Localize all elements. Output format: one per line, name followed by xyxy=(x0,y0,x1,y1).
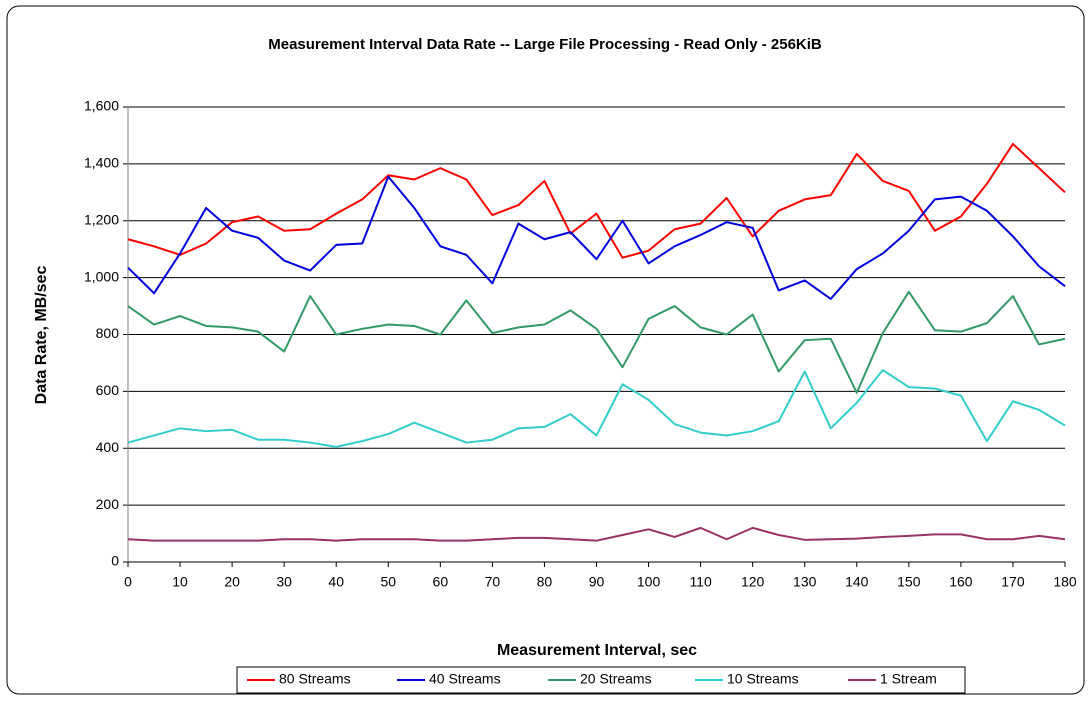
x-tick-label: 60 xyxy=(433,574,449,590)
y-tick-label: 600 xyxy=(96,382,120,398)
x-tick-label: 80 xyxy=(537,574,553,590)
series-line xyxy=(127,175,1066,300)
x-tick-label: 0 xyxy=(124,574,132,590)
x-tick-label: 20 xyxy=(224,574,240,590)
x-tick-label: 40 xyxy=(328,574,344,590)
x-tick-label: 160 xyxy=(949,574,973,590)
x-tick-label: 150 xyxy=(897,574,921,590)
x-tick-label: 120 xyxy=(741,574,765,590)
x-tick-label: 70 xyxy=(485,574,501,590)
series-line xyxy=(127,369,1066,448)
y-tick-label: 1,000 xyxy=(84,268,119,284)
legend-label: 80 Streams xyxy=(279,671,351,687)
x-tick-label: 180 xyxy=(1053,574,1077,590)
x-axis-label: Measurement Interval, sec xyxy=(497,642,697,659)
y-tick-label: 1,600 xyxy=(84,98,119,114)
series-line xyxy=(127,526,1066,542)
y-tick-label: 1,200 xyxy=(84,211,119,227)
x-tick-label: 30 xyxy=(276,574,292,590)
x-tick-label: 110 xyxy=(689,574,712,590)
y-tick-label: 200 xyxy=(96,496,120,512)
x-tick-label: 90 xyxy=(589,574,605,590)
legend-label: 20 Streams xyxy=(580,671,652,687)
legend xyxy=(236,666,966,694)
y-axis-label: Data Rate, MB/sec xyxy=(33,266,50,405)
y-tick-label: 1,400 xyxy=(84,155,119,171)
chart-frame xyxy=(6,5,1085,695)
series-line xyxy=(127,290,1066,394)
chart-title: Measurement Interval Data Rate -- Large … xyxy=(268,36,822,53)
x-tick-label: 130 xyxy=(793,574,817,590)
legend-label: 1 Stream xyxy=(880,671,937,687)
x-tick-label: 50 xyxy=(380,574,396,590)
x-tick-label: 140 xyxy=(845,574,869,590)
legend-label: 10 Streams xyxy=(727,671,799,687)
x-tick-label: 100 xyxy=(637,574,661,590)
x-tick-label: 10 xyxy=(172,574,188,590)
legend-label: 40 Streams xyxy=(429,671,501,687)
y-tick-label: 400 xyxy=(96,439,120,455)
x-tick-label: 170 xyxy=(1001,574,1025,590)
y-tick-label: 800 xyxy=(96,325,120,341)
series-line xyxy=(127,142,1066,259)
y-tick-label: 0 xyxy=(111,553,119,569)
